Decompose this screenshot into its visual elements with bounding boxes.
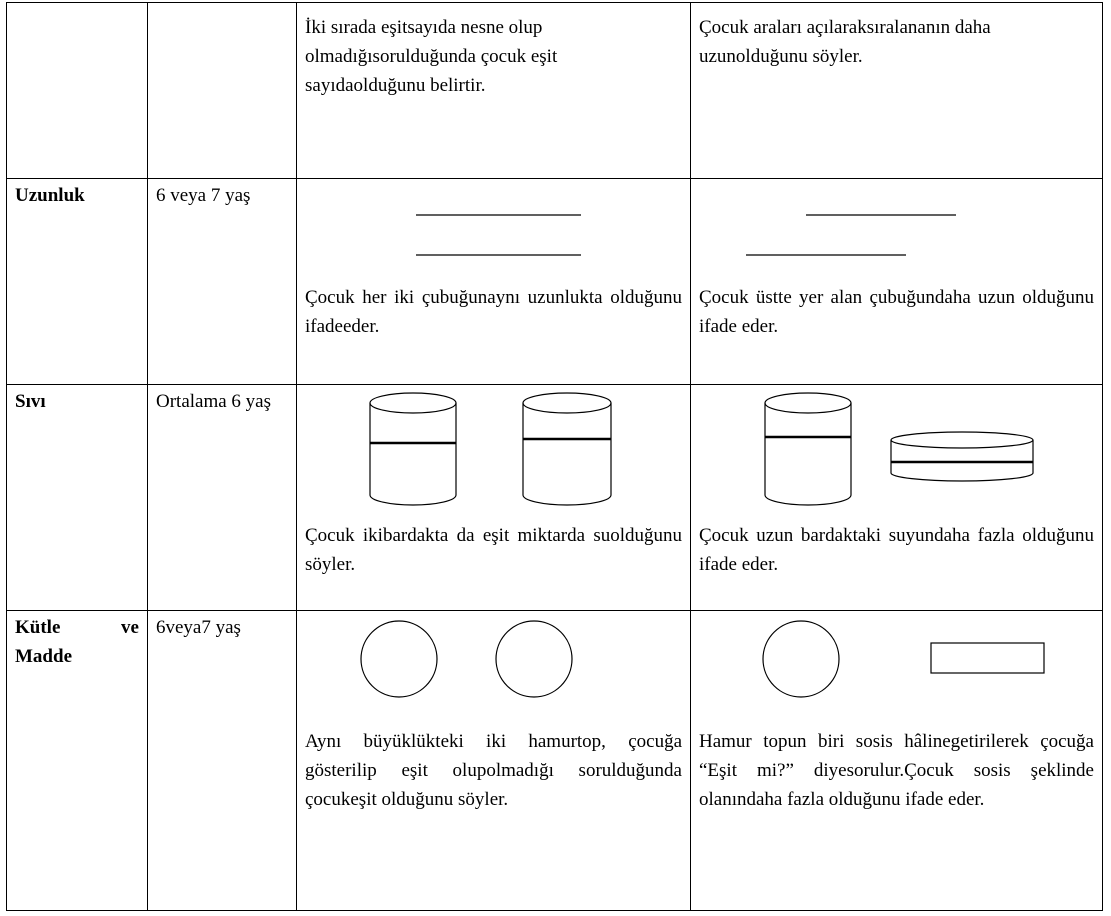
after-text: Hamur topun biri sosis hâlinegetirilerek…	[699, 731, 1094, 810]
row: Sıvı Ortalama 6 yaş Çocuk ikibardakta da…	[6, 384, 1103, 611]
conservation-table: İki sırada eşitsayıda nesne olup olmadığ…	[6, 2, 1103, 911]
cell: Hamur topun biri sosis hâlinegetirilerek…	[690, 610, 1103, 911]
sticks-shifted	[746, 214, 956, 256]
cell	[147, 2, 297, 179]
after-text: Çocuk araları açılaraksıralananın daha u…	[699, 17, 991, 67]
cell: Aynı büyüklükteki iki hamurtop, çocuğa g…	[296, 610, 691, 911]
before-text: İki sırada eşitsayıda nesne olup olmadığ…	[305, 17, 558, 96]
cell: İki sırada eşitsayıda nesne olup olmadığ…	[296, 2, 691, 179]
glasses-different	[764, 392, 1034, 506]
glasses-equal	[369, 392, 612, 506]
before-text: Çocuk ikibardakta da eşit miktarda suold…	[305, 525, 682, 575]
row: İki sırada eşitsayıda nesne olup olmadığ…	[6, 2, 1103, 179]
cell: Çocuk ikibardakta da eşit miktarda suold…	[296, 384, 691, 611]
row: Uzunluk 6 veya 7 yaş Çocuk her iki çubuğ…	[6, 178, 1103, 385]
row: Kütle ve Madde 6veya7 yaş Aynı büyüklükt…	[6, 610, 1103, 911]
before-text: Çocuk her iki çubuğunaynı uzunlukta oldu…	[305, 287, 682, 337]
cell: Çocuk uzun bardaktaki suyundaha fazla ol…	[690, 384, 1103, 611]
after-text: Çocuk uzun bardaktaki suyundaha fazla ol…	[699, 525, 1094, 575]
before-text: Aynı büyüklükteki iki hamurtop, çocuğa g…	[305, 731, 682, 810]
cell	[6, 2, 148, 179]
label-cell: Uzunluk	[6, 178, 148, 385]
cell: Çocuk araları açılaraksıralananın daha u…	[690, 2, 1103, 179]
after-text: Çocuk üstte yer alan çubuğundaha uzun ol…	[699, 287, 1094, 337]
label-cell: Sıvı	[6, 384, 148, 611]
age-cell: 6 veya 7 yaş	[147, 178, 297, 385]
label-cell: Kütle ve Madde	[6, 610, 148, 911]
age-cell: Ortalama 6 yaş	[147, 384, 297, 611]
balls-equal	[360, 620, 573, 698]
sticks-equal	[416, 214, 581, 256]
age-cell: 6veya7 yaş	[147, 610, 297, 911]
ball-and-sausage	[762, 620, 1045, 698]
cell: Çocuk üstte yer alan çubuğundaha uzun ol…	[690, 178, 1103, 385]
cell: Çocuk her iki çubuğunaynı uzunlukta oldu…	[296, 178, 691, 385]
